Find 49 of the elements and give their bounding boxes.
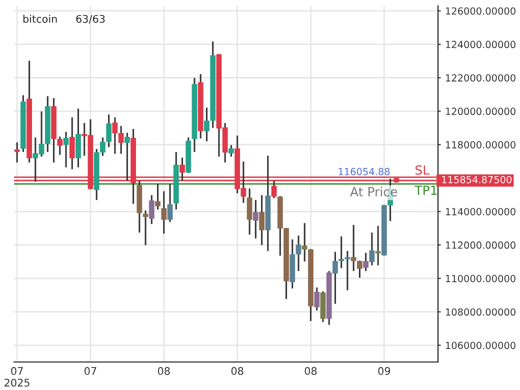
y-tick-label: 126000.00000	[446, 7, 516, 15]
text: 63/63	[76, 14, 105, 24]
candlestick	[161, 190, 167, 234]
x-tick-label: 07	[84, 367, 96, 375]
x-tick-label: 09	[378, 367, 390, 375]
candlestick	[363, 252, 368, 272]
annotation: At Price	[350, 186, 398, 196]
candlestick	[332, 251, 338, 305]
candlestick	[356, 260, 362, 278]
ref-line-label: 115854.87500	[442, 176, 512, 184]
candlestick	[142, 210, 148, 246]
y-tick-label: 124000.00000	[446, 40, 516, 48]
candlestick	[57, 136, 63, 156]
y-tick-label: 114000.00000	[446, 208, 516, 216]
candlestick	[124, 132, 130, 182]
candlestick	[167, 182, 173, 223]
candlestick	[259, 194, 264, 246]
candlestick	[76, 108, 81, 168]
annotation: 116054.88	[338, 168, 390, 176]
candlestick	[350, 224, 356, 272]
candlestick	[246, 188, 252, 236]
x-tick-label: 07 2025	[4, 367, 30, 387]
candlestick	[228, 144, 234, 158]
text: bitcoin	[23, 14, 57, 23]
y-tick-label: 118000.00000	[446, 141, 516, 148]
y-tick-label: 122000.00000	[446, 74, 516, 82]
ref-line-label: TP1	[414, 186, 437, 195]
candlestick	[296, 234, 302, 272]
candlestick	[344, 250, 350, 292]
candlestick	[338, 236, 344, 269]
y-tick-label: 108000.00000	[446, 308, 516, 316]
y-tick-label: 106000.00000	[446, 342, 516, 350]
candlestick	[375, 225, 381, 266]
y-tick-label: 120000.00000	[446, 108, 516, 116]
candlestick	[314, 286, 320, 312]
candlestick	[148, 194, 154, 225]
x-tick-label: 08	[231, 367, 244, 375]
candlestick	[369, 232, 375, 266]
candlestick	[69, 116, 75, 170]
x-tick-label: 08	[158, 367, 170, 375]
ref-line-label: SL	[416, 165, 430, 175]
candlestick	[14, 142, 20, 164]
y-tick-label: 112000.00000	[446, 241, 516, 249]
candlestick	[63, 130, 69, 168]
x-tick-label: 08	[304, 367, 317, 375]
y-tick-label: 110000.00000	[446, 274, 516, 282]
candlestick	[155, 182, 160, 210]
candlestick	[302, 222, 308, 262]
candlestick	[252, 199, 258, 240]
